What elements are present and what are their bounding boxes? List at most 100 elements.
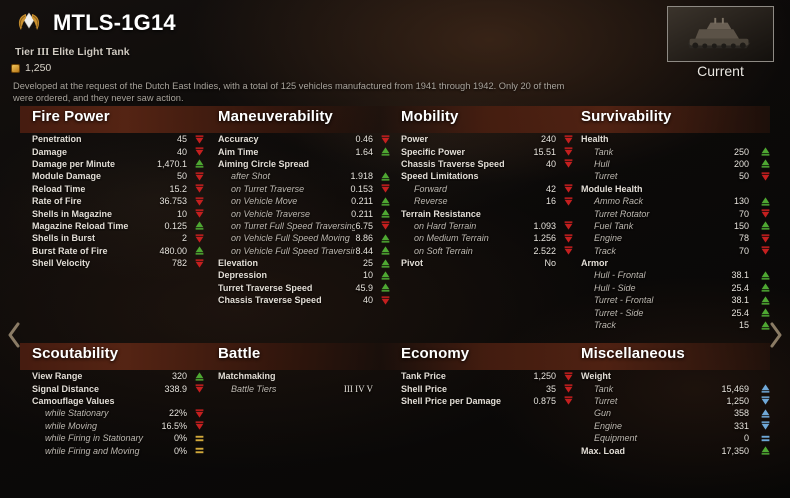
stat-label: Shells in Magazine xyxy=(32,208,113,219)
stat-row: Turret - Frontal 38.1 xyxy=(581,294,773,306)
stat-row: on Soft Terrain 2.522 xyxy=(401,245,576,257)
trend-up-icon xyxy=(757,409,773,418)
stat-value: 0% xyxy=(173,433,187,444)
stat-value: III IV V xyxy=(343,383,373,394)
stat-label: while Moving xyxy=(45,420,98,431)
stat-row: Terrain Resistance xyxy=(401,207,576,219)
trend-down-icon xyxy=(757,246,773,255)
stat-row: on Vehicle Full Speed Moving 8.86 xyxy=(218,232,393,244)
stat-value: 45 xyxy=(176,134,187,145)
trend-up-icon xyxy=(191,246,207,255)
stat-label: on Medium Terrain xyxy=(414,233,489,244)
stat-row: Gun 358 xyxy=(581,407,773,419)
trend-down-icon xyxy=(191,209,207,218)
stat-value: 150 xyxy=(733,220,749,231)
stat-row: Accuracy 0.46 xyxy=(218,133,393,145)
trend-down-icon xyxy=(191,147,207,156)
trend-up-icon xyxy=(757,159,773,169)
stat-label: Track xyxy=(594,320,616,331)
stat-value: 25 xyxy=(362,258,373,269)
stat-value: 0.125 xyxy=(164,220,187,231)
stat-value: 15.2 xyxy=(169,183,187,194)
stat-label: on Vehicle Full Speed Moving xyxy=(231,233,350,244)
stat-label: Shell Price xyxy=(401,383,448,394)
page-title: MTLS-1G14 xyxy=(53,10,176,35)
stat-label: Matchmaking xyxy=(218,371,276,382)
stat-label: on Vehicle Full Speed Traversing xyxy=(231,245,356,256)
trend-up-icon xyxy=(377,234,393,243)
stat-row: Health xyxy=(581,133,773,145)
trend-down-icon xyxy=(191,135,207,144)
stat-label: Turret xyxy=(594,171,618,182)
vehicle-description: Developed at the request of the Dutch Ea… xyxy=(13,81,565,103)
stat-value: 1.64 xyxy=(355,146,373,157)
trend-down-icon xyxy=(191,172,207,181)
chevron-right-icon[interactable] xyxy=(765,318,787,352)
trend-up-icon xyxy=(377,271,393,280)
stat-value: 0% xyxy=(173,445,187,456)
stat-label: Armor xyxy=(581,258,609,269)
trend-up-icon xyxy=(757,221,773,231)
stat-row: while Moving 16.5% xyxy=(32,420,207,432)
stat-row: Module Health xyxy=(581,183,773,195)
stat-row: Turret Rotator 70 xyxy=(581,207,773,219)
stat-label: Module Damage xyxy=(32,171,102,182)
stat-label: Aim Time xyxy=(218,146,259,157)
stat-row: Damage 40 xyxy=(32,145,207,157)
stat-value: 25.4 xyxy=(731,307,749,318)
stat-label: Hull - Side xyxy=(594,282,636,293)
stat-label: Shell Price per Damage xyxy=(401,395,502,406)
stat-label: Damage per Minute xyxy=(32,158,116,169)
stat-label: Speed Limitations xyxy=(401,171,479,182)
tier-line: Tier III Elite Light Tank xyxy=(15,46,130,58)
stat-row: Track 70 xyxy=(581,245,773,257)
stat-label: Chassis Traverse Speed xyxy=(218,295,322,306)
trend-down-icon xyxy=(191,421,207,430)
stat-label: Module Health xyxy=(581,183,643,194)
trend-down-icon xyxy=(191,258,207,268)
stat-value: 331 xyxy=(733,420,749,431)
stat-label: Reload Time xyxy=(32,183,86,194)
trend-down-icon xyxy=(560,135,576,144)
stat-label: Tank Price xyxy=(401,371,446,382)
stat-row: View Range 320 xyxy=(32,370,207,382)
stat-row: Shells in Burst 2 xyxy=(32,232,207,244)
trend-up-icon xyxy=(377,209,393,218)
stat-label: Pivot xyxy=(401,258,424,269)
trend-up-icon xyxy=(377,283,393,292)
credits-coin-icon xyxy=(11,63,20,73)
stat-label: Shells in Burst xyxy=(32,233,96,244)
trend-down-icon xyxy=(560,234,576,243)
chevron-left-icon[interactable] xyxy=(3,318,25,352)
stat-label: while Firing in Stationary xyxy=(45,433,144,444)
trend-up-icon xyxy=(757,147,773,156)
tank-thumbnail[interactable] xyxy=(667,6,774,62)
header: MTLS-1G14 Tier III Elite Light Tank 1,25… xyxy=(0,0,790,104)
stat-row: Penetration 45 xyxy=(32,133,207,145)
trend-down-icon xyxy=(191,409,207,418)
stat-row: Power 240 xyxy=(401,133,576,145)
stat-row: Turret Traverse Speed 45.9 xyxy=(218,282,393,294)
section-title-maneuverability: Maneuverability xyxy=(218,108,333,125)
stat-value: 15,469 xyxy=(721,383,749,394)
stat-label: Power xyxy=(401,134,429,145)
trend-down-icon xyxy=(757,421,773,430)
stat-row: Turret 50 xyxy=(581,170,773,182)
trend-down-icon xyxy=(191,234,207,243)
stat-label: Shell Velocity xyxy=(32,258,91,269)
stat-value: 8.86 xyxy=(355,233,373,244)
stat-label: on Turret Full Speed Traversing xyxy=(231,220,356,231)
stat-row: Elevation 25 xyxy=(218,257,393,269)
section-economy: Economy Tank Price 1,250 Shell Price 35 Shell… xyxy=(401,345,576,407)
stat-label: Health xyxy=(581,134,609,145)
stat-label: Engine xyxy=(594,420,623,431)
trend-up-icon xyxy=(757,296,773,305)
preview-label: Current xyxy=(697,63,744,79)
stat-value: 200 xyxy=(733,158,749,169)
stat-row: Aim Time 1.64 xyxy=(218,145,393,157)
stat-row: Shell Velocity 782 xyxy=(32,257,207,269)
stat-row: after Shot 1.918 xyxy=(218,170,393,182)
stat-row: Hull 200 xyxy=(581,158,773,170)
stat-value: 0 xyxy=(743,433,749,444)
